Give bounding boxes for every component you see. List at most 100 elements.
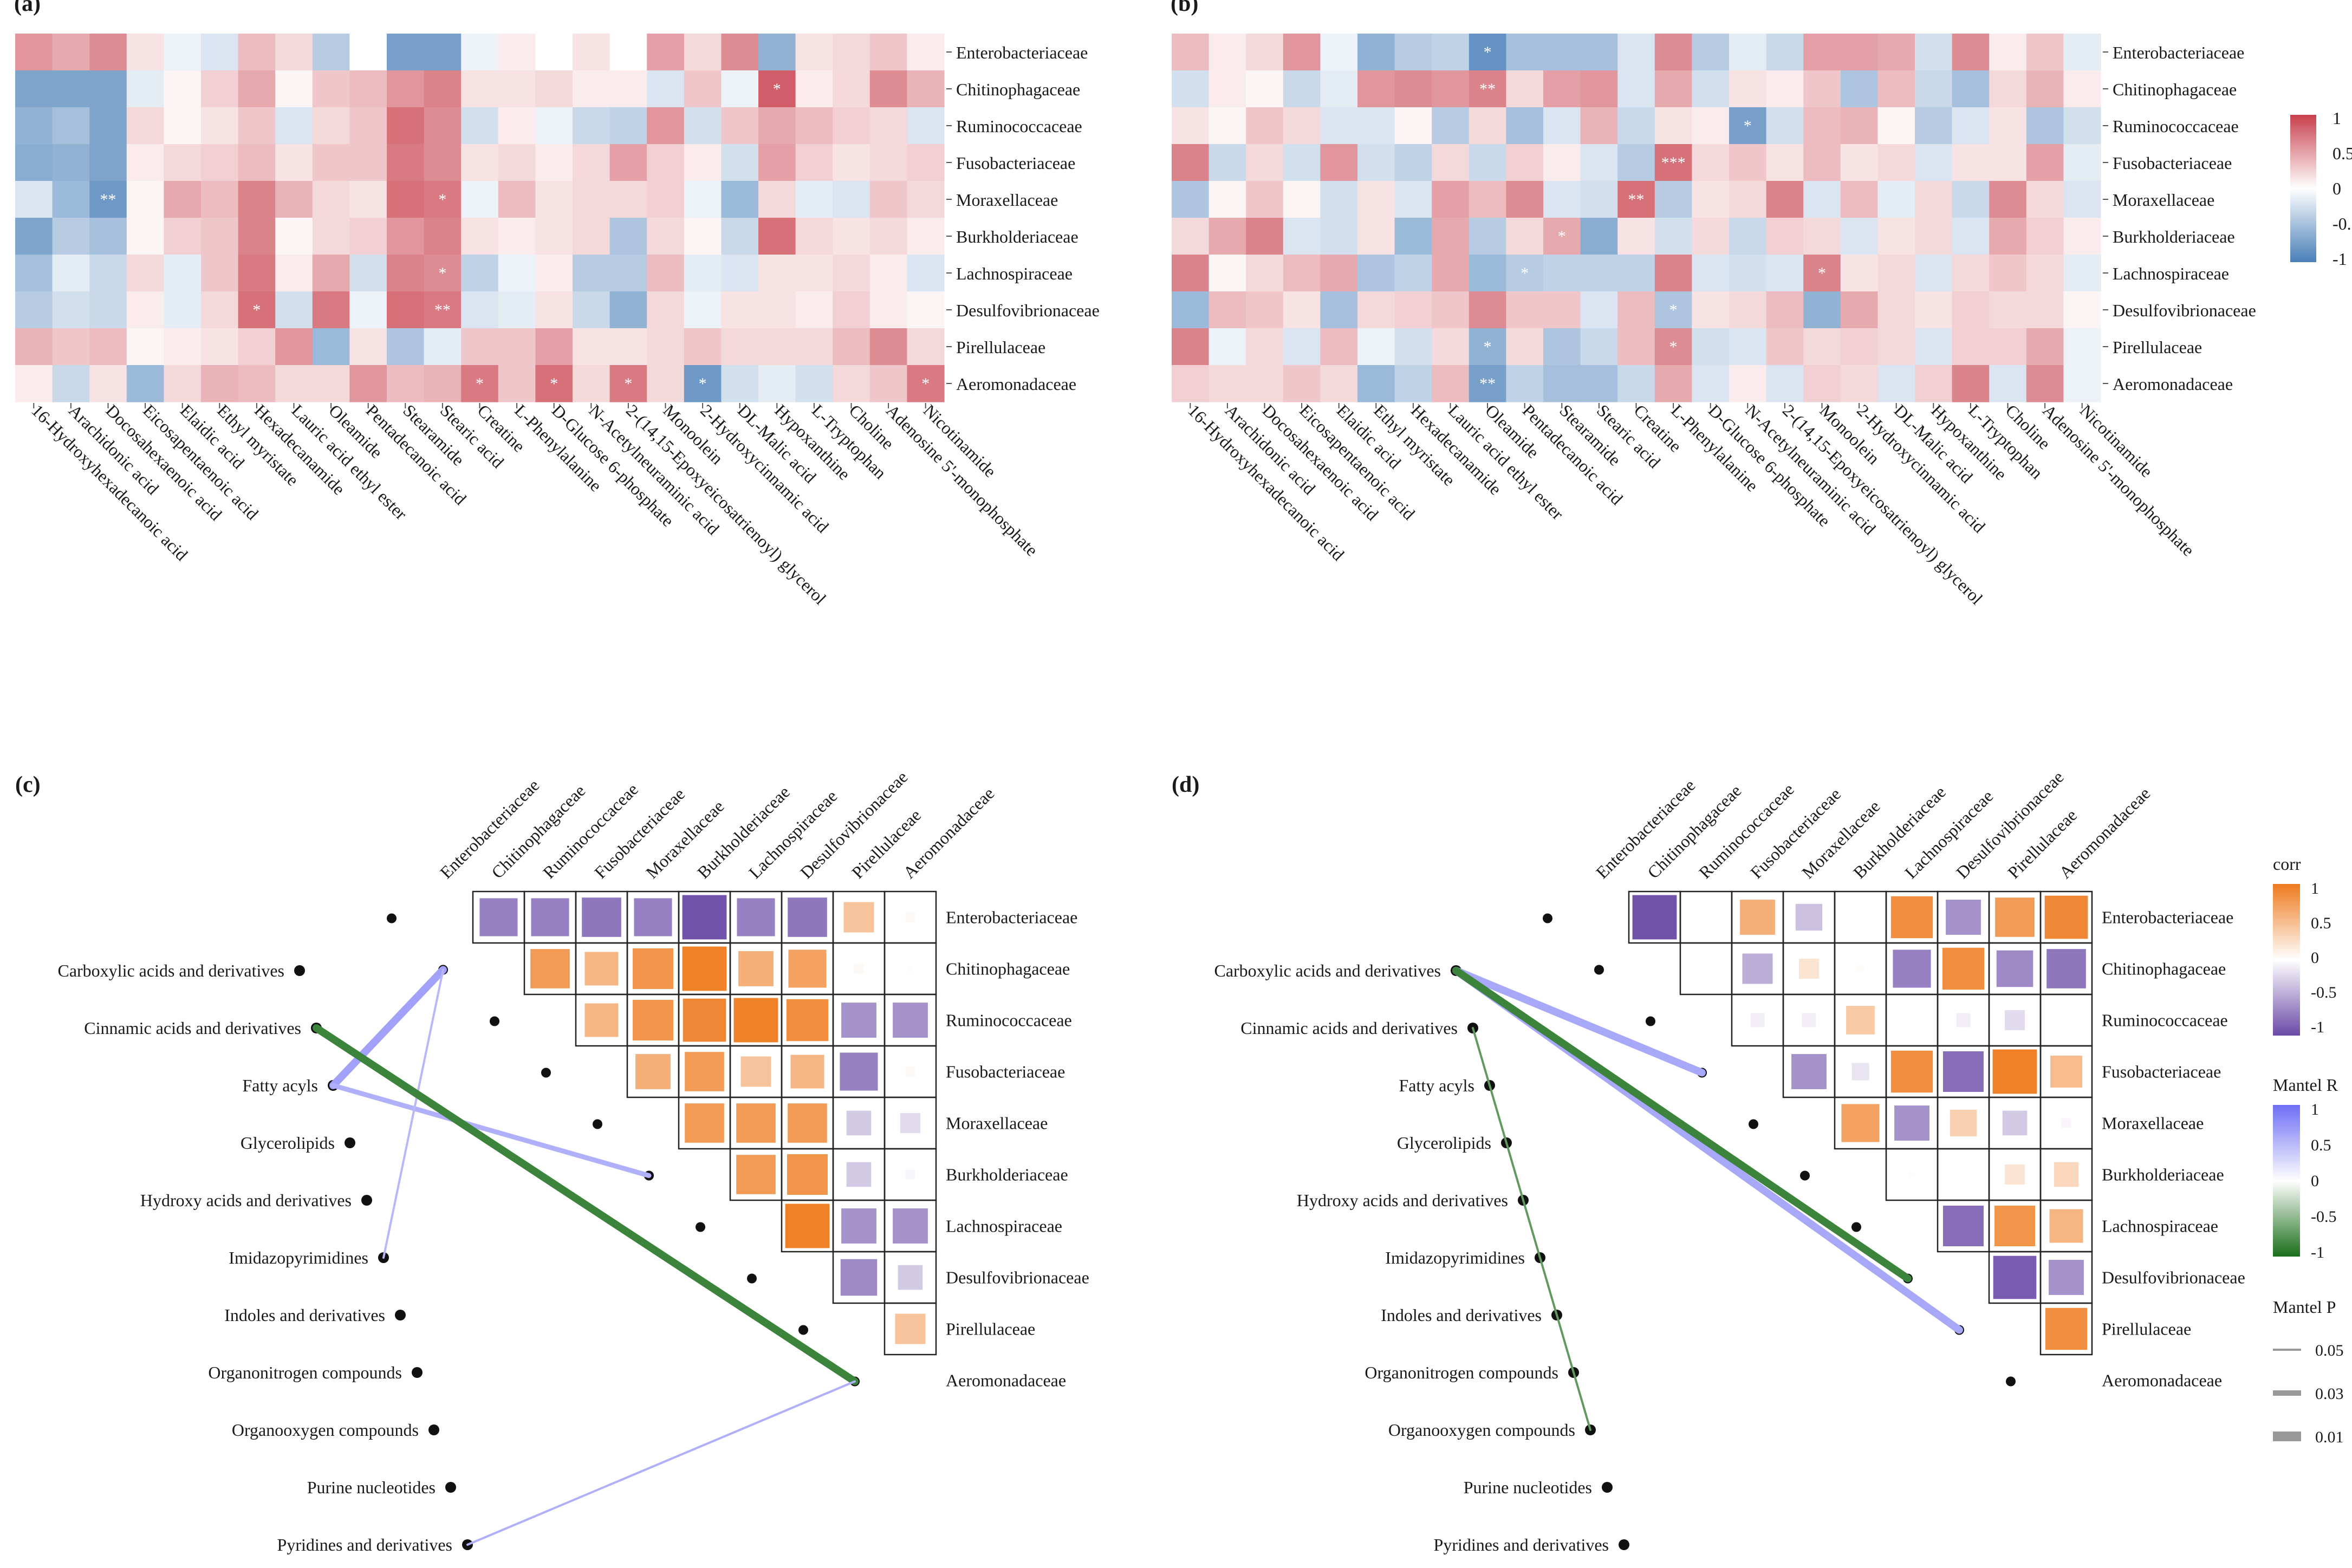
heat-cell <box>1283 70 1321 108</box>
heat-cell <box>1357 144 1395 181</box>
heat-cell <box>312 291 350 329</box>
heat-cell <box>609 255 647 292</box>
heatmap-color-legend: 1 0.5 0 -0.5 -1 <box>2290 108 2352 269</box>
heat-cell <box>721 255 759 292</box>
heat-cell <box>1729 70 1767 108</box>
heat-cell <box>1283 218 1321 255</box>
heat-cell <box>1617 255 1655 292</box>
heat-cell <box>52 181 90 218</box>
mantel-r-legend-title: Mantel R <box>2273 1075 2338 1095</box>
heat-cell <box>721 218 759 255</box>
row-label: Fusobacteriaceae <box>2102 1062 2221 1082</box>
corr-square <box>738 951 774 987</box>
heat-cell <box>907 107 945 145</box>
heat-cell <box>1469 144 1506 181</box>
col-label: Chitinophagaceae <box>1643 780 1745 882</box>
heat-cell <box>869 70 907 108</box>
panel-label: (c) <box>15 772 41 797</box>
heat-cell <box>1394 218 1432 255</box>
heat-cell <box>126 365 164 402</box>
heat-cell <box>1357 218 1395 255</box>
heat-cell <box>1766 255 1804 292</box>
heat-cell <box>1766 291 1804 329</box>
heat-cell <box>1803 328 1841 366</box>
heat-cell <box>349 34 387 71</box>
heat-cell <box>424 70 462 108</box>
heat-cell <box>1840 291 1878 329</box>
legend-tick: -0.5 <box>2332 214 2352 233</box>
heat-cell <box>15 328 53 366</box>
correlogram-legends: corr 1 0.5 0 -0.5 -1 Mantel R 1 0.5 0 -0.5 -1 Mantel… <box>2273 854 2344 1446</box>
heat-cell <box>52 291 90 329</box>
class-node <box>1602 1482 1613 1493</box>
heat-cell <box>1840 144 1878 181</box>
heat-cell <box>1989 34 2027 71</box>
heat-cell <box>869 291 907 329</box>
corr-square <box>905 1066 916 1077</box>
heat-cell <box>573 70 610 108</box>
corr-square <box>1739 899 1776 935</box>
panel-d: (d)EnterobacteriaceaeEnterobacteriaceaeC… <box>1172 767 2245 1554</box>
corr-square <box>1846 1005 1875 1035</box>
corr-square <box>894 1313 926 1345</box>
heat-cell <box>1952 255 1990 292</box>
corr-square <box>788 949 827 988</box>
heat-cell <box>1803 107 1841 145</box>
heat-cell <box>1989 255 2027 292</box>
heat-cell <box>498 144 536 181</box>
legend-tick: 0.5 <box>2332 144 2352 163</box>
corr-square <box>1791 1053 1827 1090</box>
row-label: Aeromonadaceae <box>2113 374 2233 394</box>
heat-cell <box>1283 255 1321 292</box>
corr-square <box>905 912 916 923</box>
row-label: Lachnospiraceae <box>946 1216 1062 1236</box>
corr-square <box>1941 947 1985 991</box>
row-label: Desulfovibrionaceae <box>946 1268 1089 1287</box>
class-label: Organonitrogen compounds <box>1365 1363 1558 1382</box>
heat-cell <box>1915 34 1953 71</box>
heat-cell <box>1320 328 1358 366</box>
heat-cell <box>535 181 573 218</box>
heat-cell <box>1394 70 1432 108</box>
heat-cell <box>833 181 870 218</box>
heat-cell <box>1283 107 1321 145</box>
heat-cell <box>238 365 276 402</box>
heat-cell <box>1543 255 1581 292</box>
heat-cell <box>1840 328 1878 366</box>
corr-square <box>1994 897 2035 938</box>
heat-cell <box>1803 144 1841 181</box>
heat-cell <box>1394 34 1432 71</box>
heat-cell <box>275 144 313 181</box>
heat-cell <box>1692 291 1730 329</box>
heat-cell <box>535 144 573 181</box>
corr-square <box>1949 1109 1978 1137</box>
heat-cell <box>1877 70 1915 108</box>
heat-cell <box>1246 181 1284 218</box>
heat-cell <box>126 144 164 181</box>
heat-cell <box>312 144 350 181</box>
corr-square <box>1945 899 1981 935</box>
heat-cell <box>1766 70 1804 108</box>
heat-cell <box>1840 255 1878 292</box>
corr-square <box>736 897 776 937</box>
heat-cell <box>164 70 202 108</box>
heat-cell <box>721 34 759 71</box>
heat-cell <box>1246 291 1284 329</box>
corr-square <box>530 948 570 989</box>
heat-cell <box>1209 291 1246 329</box>
class-node <box>428 1424 439 1435</box>
class-label: Fatty acyls <box>1399 1076 1474 1095</box>
diagonal-node <box>1800 1170 1810 1181</box>
heat-cell <box>684 291 722 329</box>
diagonal-node <box>747 1273 757 1284</box>
col-label: Ruminococcaceae <box>539 779 642 882</box>
heat-cell <box>89 34 127 71</box>
row-label: Moraxellaceae <box>2102 1114 2204 1133</box>
heat-cell <box>1469 107 1506 145</box>
significance-mark: * <box>476 375 484 393</box>
col-label: Aeromonadaceae <box>899 783 998 882</box>
heat-cell <box>1803 70 1841 108</box>
heat-cell <box>1989 365 2027 402</box>
corr-square <box>1955 1012 1971 1028</box>
heat-cell <box>1172 34 1210 71</box>
